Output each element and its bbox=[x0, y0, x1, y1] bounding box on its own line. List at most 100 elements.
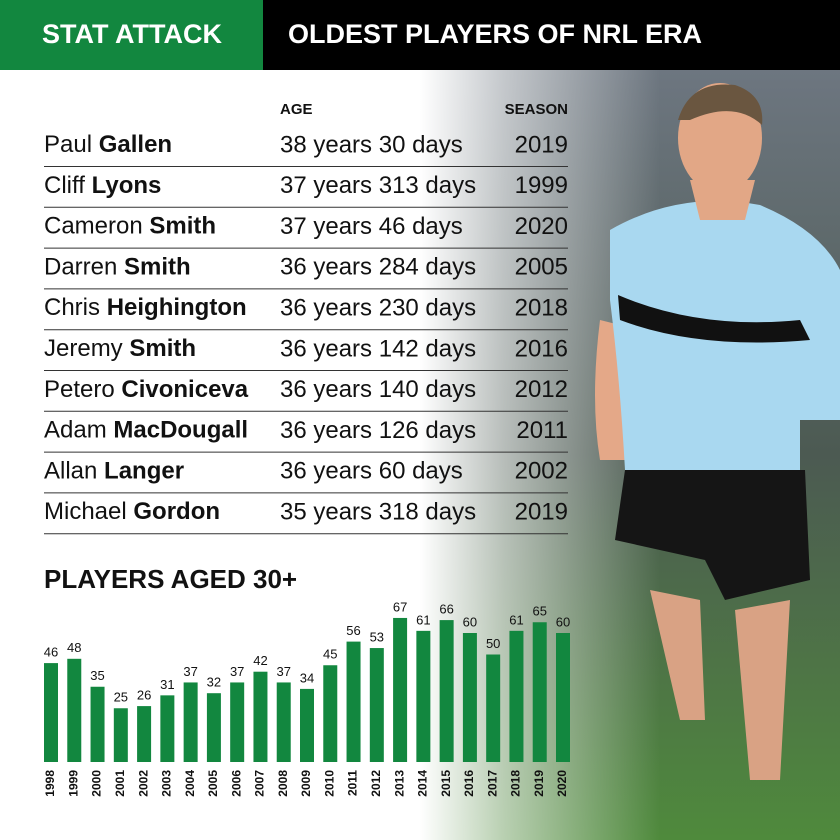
header-title: OLDEST PLAYERS OF NRL ERA bbox=[288, 19, 702, 49]
player-name: Adam MacDougall bbox=[44, 417, 248, 444]
bar bbox=[67, 658, 82, 762]
data-label: 53 bbox=[370, 629, 384, 644]
header-bar bbox=[263, 0, 840, 70]
player-name: Michael Gordon bbox=[44, 499, 220, 526]
age: 36 years 140 days bbox=[280, 376, 476, 403]
data-label: 32 bbox=[207, 675, 221, 690]
season: 1999 bbox=[515, 172, 568, 199]
data-label: 50 bbox=[486, 636, 500, 651]
data-label: 42 bbox=[253, 653, 267, 668]
age: 36 years 60 days bbox=[280, 458, 463, 485]
age: 36 years 230 days bbox=[280, 295, 476, 322]
season: 2005 bbox=[515, 254, 568, 281]
data-label: 37 bbox=[276, 664, 290, 679]
player-name: Chris Heighington bbox=[44, 295, 247, 322]
age: 36 years 142 days bbox=[280, 335, 476, 362]
data-label: 25 bbox=[114, 690, 128, 705]
x-tick-label: 2013 bbox=[392, 770, 406, 797]
first-name: Jeremy bbox=[44, 335, 123, 362]
bar bbox=[486, 654, 501, 762]
first-name: Adam bbox=[44, 417, 107, 444]
x-tick-label: 2006 bbox=[229, 770, 243, 797]
data-label: 37 bbox=[183, 664, 197, 679]
data-label: 67 bbox=[393, 599, 407, 614]
data-label: 60 bbox=[463, 614, 477, 629]
x-tick-label: 2000 bbox=[90, 770, 104, 797]
age: 36 years 126 days bbox=[280, 417, 476, 444]
header-badge bbox=[0, 0, 263, 70]
bar bbox=[300, 688, 314, 762]
first-name: Michael bbox=[44, 499, 127, 526]
bar bbox=[183, 682, 198, 762]
x-tick-label: 2014 bbox=[416, 770, 430, 797]
bar bbox=[230, 682, 245, 762]
age: 36 years 284 days bbox=[280, 254, 476, 281]
first-name: Paul bbox=[44, 131, 92, 158]
data-label: 56 bbox=[346, 623, 360, 638]
bar bbox=[323, 665, 338, 762]
bar bbox=[44, 663, 58, 762]
x-tick-label: 2005 bbox=[206, 770, 220, 797]
x-tick-label: 2007 bbox=[253, 770, 267, 797]
data-label: 34 bbox=[300, 670, 314, 685]
first-name: Allan bbox=[44, 458, 97, 485]
x-tick-label: 2009 bbox=[299, 770, 313, 797]
player-photo bbox=[420, 70, 840, 840]
first-name: Chris bbox=[44, 295, 100, 322]
data-label: 31 bbox=[160, 677, 174, 692]
x-tick-label: 2001 bbox=[113, 770, 127, 797]
bar bbox=[137, 706, 152, 762]
bar bbox=[253, 671, 268, 762]
x-tick-label: 2017 bbox=[485, 770, 499, 797]
last-name: MacDougall bbox=[113, 417, 248, 444]
bar bbox=[393, 617, 408, 762]
last-name: Lyons bbox=[92, 172, 162, 199]
last-name: Civoniceva bbox=[121, 376, 248, 403]
bar bbox=[416, 630, 431, 762]
x-tick-label: 2015 bbox=[439, 770, 453, 797]
season: 2002 bbox=[515, 458, 568, 485]
season: 2018 bbox=[515, 295, 568, 322]
data-label: 65 bbox=[532, 604, 546, 619]
column-header: AGE bbox=[280, 101, 313, 118]
data-label: 46 bbox=[44, 645, 58, 660]
bar bbox=[90, 686, 105, 762]
player-name: Petero Civoniceva bbox=[44, 376, 249, 403]
bar bbox=[346, 641, 361, 762]
player-name: Jeremy Smith bbox=[44, 335, 196, 362]
season: 2020 bbox=[515, 213, 568, 240]
first-name: Darren bbox=[44, 254, 117, 281]
bar bbox=[509, 630, 524, 762]
bar bbox=[113, 708, 128, 762]
bar bbox=[276, 682, 291, 762]
column-header: SEASON bbox=[505, 101, 568, 118]
player-name: Paul Gallen bbox=[44, 131, 172, 158]
season: 2012 bbox=[515, 376, 568, 403]
header-label: STAT ATTACK bbox=[42, 19, 222, 49]
season: 2019 bbox=[515, 131, 568, 158]
data-label: 60 bbox=[556, 614, 570, 629]
season: 2019 bbox=[515, 499, 568, 526]
data-label: 45 bbox=[323, 647, 337, 662]
bar bbox=[160, 695, 175, 762]
data-label: 61 bbox=[509, 612, 523, 627]
data-label: 37 bbox=[230, 664, 244, 679]
last-name: Gordon bbox=[133, 499, 220, 526]
player-name: Cliff Lyons bbox=[44, 172, 161, 199]
x-tick-label: 2016 bbox=[462, 770, 476, 797]
last-name: Smith bbox=[124, 254, 191, 281]
x-tick-label: 2020 bbox=[555, 770, 569, 797]
player-name: Cameron Smith bbox=[44, 213, 216, 240]
last-name: Heighington bbox=[107, 295, 247, 322]
age: 38 years 30 days bbox=[280, 131, 463, 158]
x-tick-label: 2003 bbox=[160, 770, 174, 797]
bar bbox=[462, 633, 477, 762]
last-name: Langer bbox=[104, 458, 184, 485]
x-tick-label: 2012 bbox=[369, 770, 383, 797]
first-name: Cameron bbox=[44, 213, 143, 240]
data-label: 48 bbox=[67, 640, 81, 655]
x-tick-label: 2010 bbox=[322, 770, 336, 797]
x-tick-label: 2002 bbox=[136, 770, 150, 797]
bar bbox=[369, 648, 384, 762]
